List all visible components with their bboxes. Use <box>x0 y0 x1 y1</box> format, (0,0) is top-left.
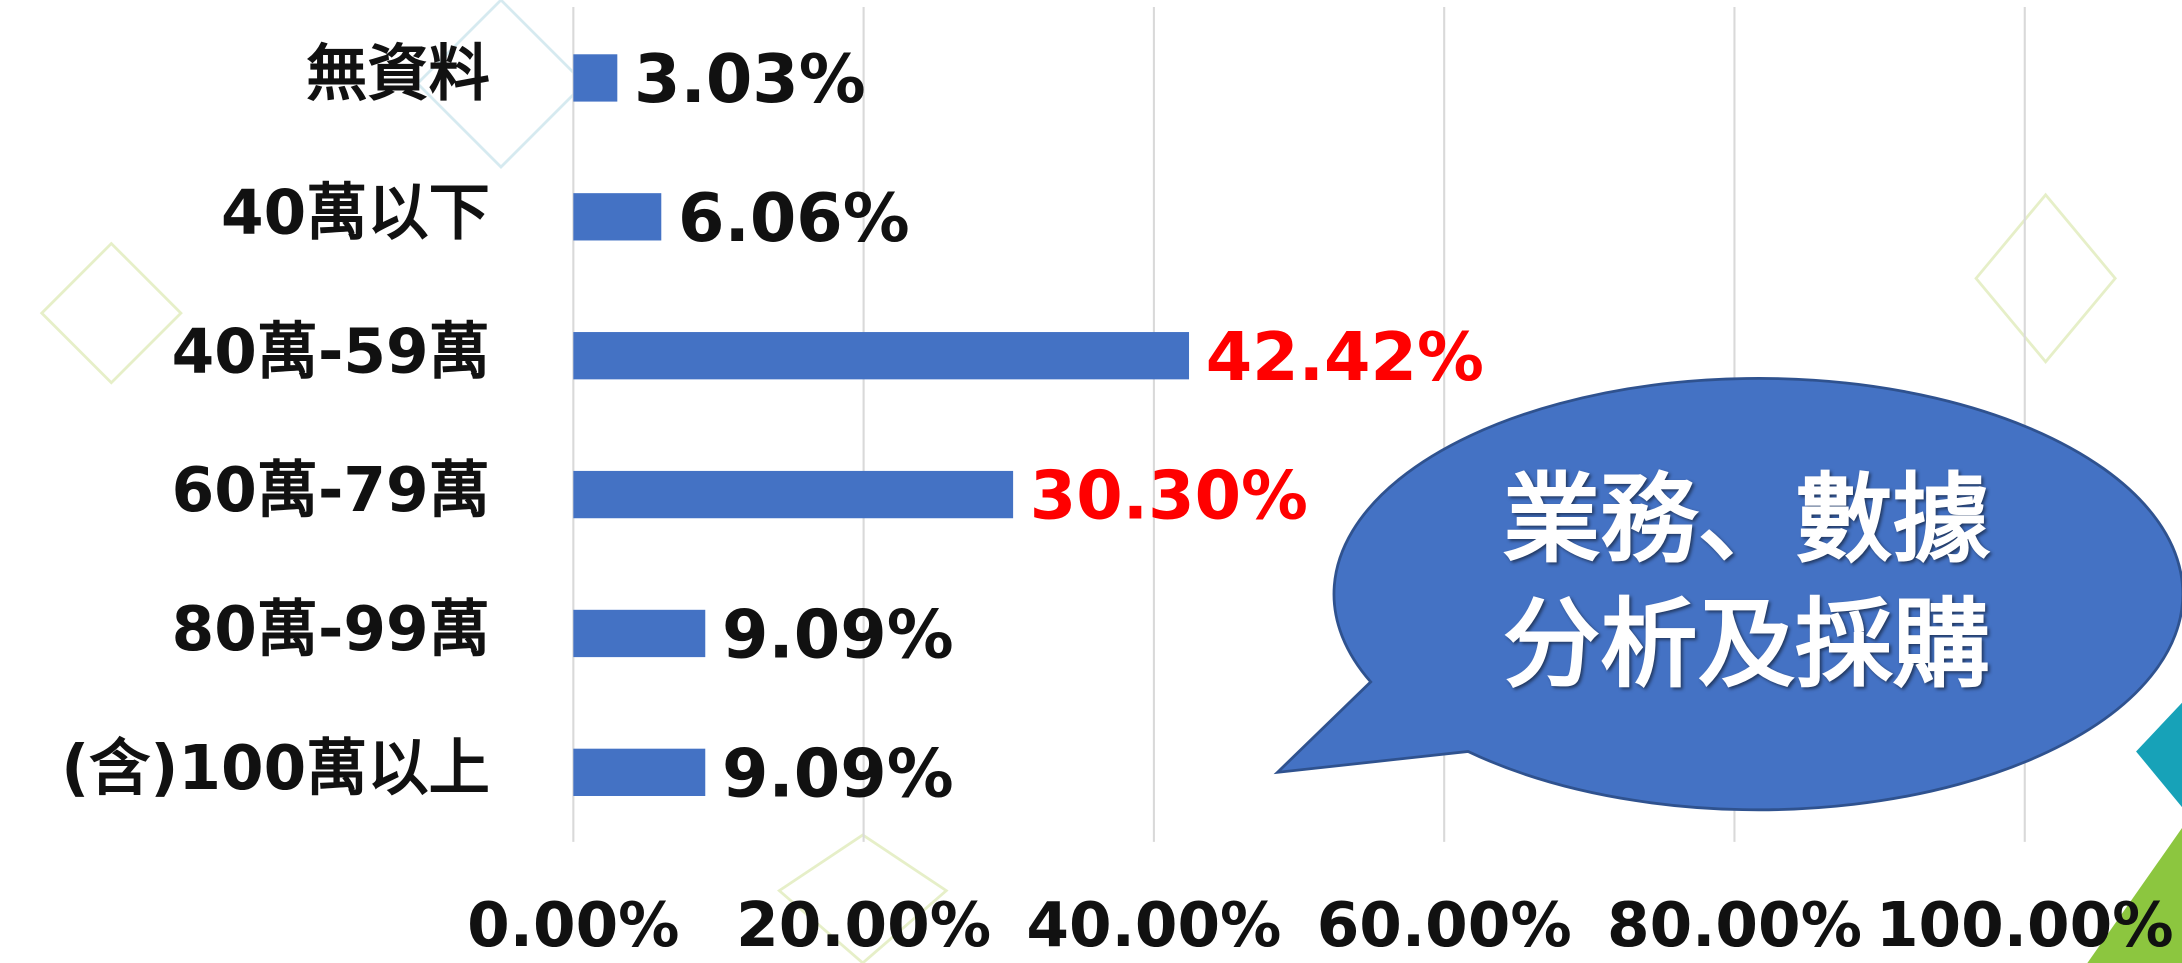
x-tick-label: 40.00% <box>1026 890 1281 961</box>
value-label: 30.30% <box>1030 457 1308 535</box>
value-label: 9.09% <box>722 596 954 674</box>
value-label: 6.06% <box>678 179 910 257</box>
background-decoration <box>39 0 2182 963</box>
value-label: 9.09% <box>722 734 954 812</box>
y-tick-label: 40萬-59萬 <box>172 316 490 387</box>
bar <box>573 332 1190 380</box>
y-tick-label: (含)100萬以上 <box>61 733 490 804</box>
x-tick-label: 100.00% <box>1876 890 2174 961</box>
x-tick-label: 60.00% <box>1317 890 1572 961</box>
y-tick-label: 無資料 <box>306 39 490 110</box>
callout-text: 分析及採購 <box>1503 588 1990 701</box>
callout: 業務、數據 分析及採購 <box>1273 377 2182 812</box>
callout-bubble <box>1273 377 2182 812</box>
bar <box>573 193 662 241</box>
bar <box>573 748 706 796</box>
x-tick-label: 80.00% <box>1607 890 1862 961</box>
x-tick-label: 0.00% <box>467 890 679 961</box>
x-tick-label: 20.00% <box>736 890 991 961</box>
bar <box>573 54 618 102</box>
bar <box>573 609 706 658</box>
y-tick-label: 60萬-79萬 <box>172 455 490 526</box>
bar <box>573 470 1014 519</box>
y-tick-label: 40萬以下 <box>221 177 490 248</box>
callout-text: 業務、數據 <box>1503 463 1991 576</box>
bars: 無資料 3.03% 40萬以下 6.06% 40萬-59萬 42.42% 60萬-79萬 30… <box>61 39 1484 813</box>
y-tick-label: 80萬-99萬 <box>172 594 490 665</box>
value-label: 42.42% <box>1206 318 1484 396</box>
value-label: 3.03% <box>634 40 866 118</box>
